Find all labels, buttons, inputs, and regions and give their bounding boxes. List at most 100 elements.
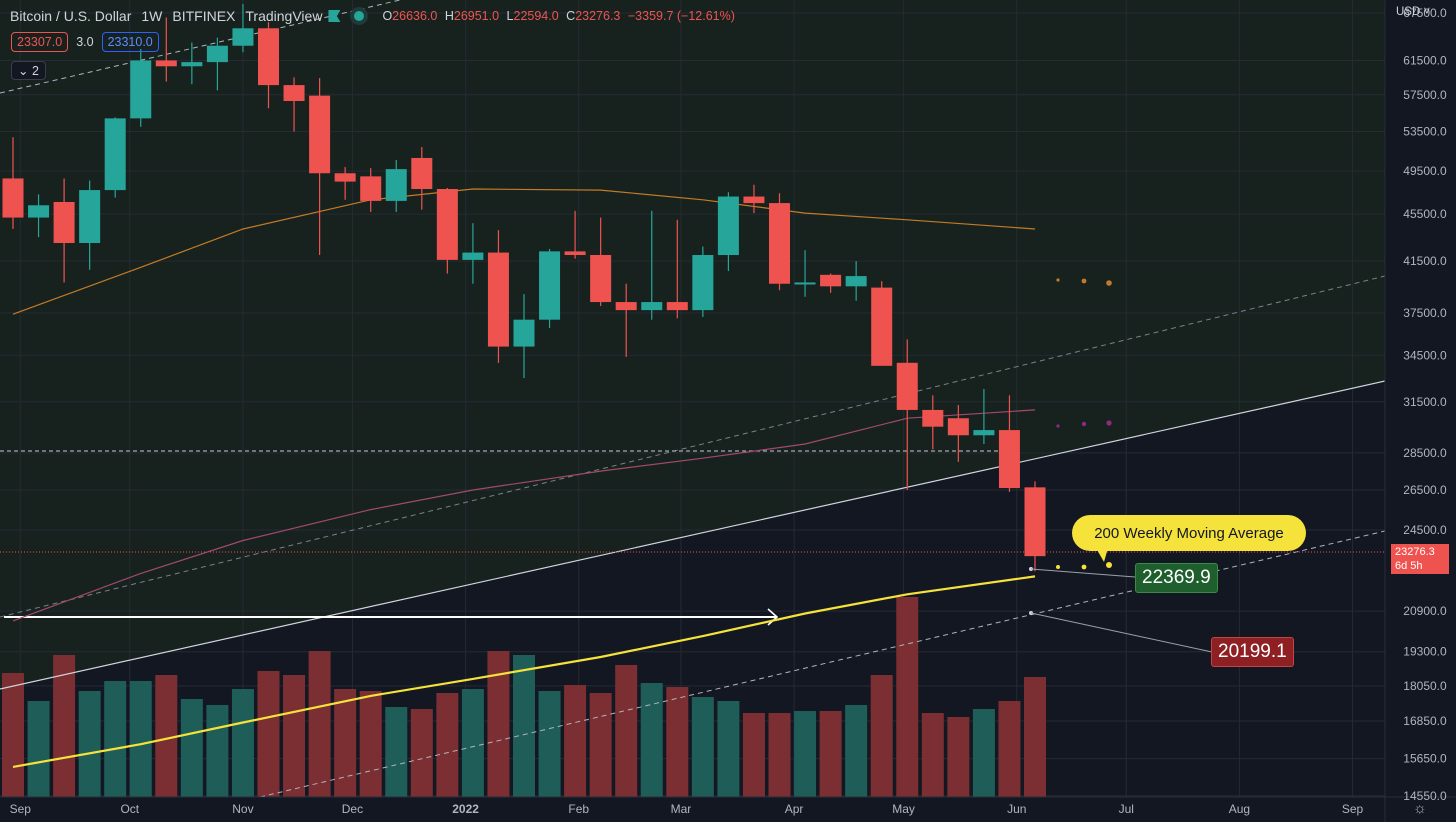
moving-averages[interactable] bbox=[12, 188, 1036, 768]
price-tick-label: 20900.0 bbox=[1403, 604, 1447, 618]
low-value: 22594.0 bbox=[513, 9, 559, 23]
time-tick-label: Dec bbox=[342, 802, 363, 816]
open-value: 26636.0 bbox=[392, 9, 438, 23]
price-tick-label: 16850.0 bbox=[1403, 714, 1447, 728]
volume-bar bbox=[538, 691, 561, 797]
flag-icon[interactable] bbox=[328, 10, 341, 22]
candle-body[interactable] bbox=[309, 95, 331, 174]
candle-body[interactable] bbox=[487, 252, 509, 347]
quote-row: 23307.0 3.0 23310.0 bbox=[11, 32, 159, 52]
volume-bar bbox=[104, 681, 127, 797]
support-value-tag[interactable]: 20199.1 bbox=[1211, 637, 1294, 667]
ma-projection-dots bbox=[1056, 278, 1112, 570]
time-tick-label: Apr bbox=[785, 802, 804, 816]
current-price-value: 23276.3 bbox=[1395, 546, 1435, 558]
price-axis[interactable]: 72500.067500.061500.057500.053500.049500… bbox=[1403, 0, 1447, 822]
candle-body[interactable] bbox=[845, 276, 867, 287]
volume-bar bbox=[870, 675, 893, 797]
chevron-down-icon: ⌄ bbox=[18, 64, 29, 78]
candle-body[interactable] bbox=[871, 287, 893, 366]
price-tick-label: 19300.0 bbox=[1403, 645, 1447, 659]
chevron-down-icon: ˅ bbox=[1423, 6, 1431, 18]
market-status-icon[interactable] bbox=[354, 11, 365, 21]
candle-body[interactable] bbox=[769, 203, 790, 284]
volume-bar bbox=[845, 705, 868, 797]
volume-bar bbox=[231, 689, 254, 797]
buy-button[interactable]: 23310.0 bbox=[101, 32, 159, 52]
close-value: 23276.3 bbox=[575, 9, 621, 23]
candle-body[interactable] bbox=[564, 251, 586, 256]
candle-body[interactable] bbox=[206, 45, 228, 63]
volume-bar bbox=[896, 597, 919, 797]
candle-body[interactable] bbox=[462, 252, 484, 260]
candle-body[interactable] bbox=[666, 302, 688, 311]
candle-body[interactable] bbox=[743, 196, 765, 204]
candle-body[interactable] bbox=[79, 190, 101, 244]
volume-bar bbox=[487, 651, 510, 797]
candle-body[interactable] bbox=[411, 157, 433, 190]
candle-body[interactable] bbox=[820, 274, 842, 287]
sell-button[interactable]: 23307.0 bbox=[11, 32, 69, 52]
trend-lines[interactable] bbox=[0, 0, 1385, 797]
volume-bar bbox=[947, 717, 970, 797]
candle-body[interactable] bbox=[615, 302, 637, 311]
candle-body[interactable] bbox=[896, 362, 918, 410]
time-tick-label: Nov bbox=[232, 802, 253, 816]
ma-callout[interactable]: 200 Weekly Moving Average bbox=[1072, 515, 1306, 551]
candle-body[interactable] bbox=[53, 201, 75, 244]
candle-body[interactable] bbox=[104, 118, 126, 191]
volume-bar bbox=[180, 699, 203, 797]
ma50-line[interactable] bbox=[12, 188, 1036, 315]
price-tick-label: 34500.0 bbox=[1403, 348, 1447, 362]
symbol-title[interactable]: Bitcoin / U.S. Dollar bbox=[10, 8, 132, 24]
candle-body[interactable] bbox=[692, 255, 714, 311]
candle-body[interactable] bbox=[28, 205, 50, 218]
ma100-line[interactable] bbox=[12, 409, 1036, 622]
candle-body[interactable] bbox=[283, 85, 305, 102]
indicators-toggle-button[interactable]: ⌄ 2 bbox=[11, 61, 46, 80]
volume-bar bbox=[129, 681, 152, 797]
volume-bar bbox=[564, 685, 587, 797]
price-tick-label: 31500.0 bbox=[1403, 395, 1447, 409]
candle-body[interactable] bbox=[1024, 487, 1046, 557]
time-axis[interactable]: Sep Oct Nov Dec 2022 Feb Mar Apr May Jun Jul Aug Sep bbox=[10, 802, 1364, 816]
volume-bar bbox=[768, 713, 791, 797]
interval-label[interactable]: 1W bbox=[141, 8, 163, 24]
candle-body[interactable] bbox=[130, 60, 152, 119]
low-label: L bbox=[506, 9, 514, 23]
volume-bar bbox=[972, 709, 995, 797]
candle-body[interactable] bbox=[258, 28, 279, 86]
high-value: 26951.0 bbox=[453, 9, 500, 23]
candle-body[interactable] bbox=[590, 255, 612, 303]
candle-body[interactable] bbox=[385, 169, 407, 201]
candle-body[interactable] bbox=[155, 60, 177, 67]
ma200-line[interactable] bbox=[12, 575, 1036, 768]
candle-body[interactable] bbox=[717, 196, 739, 256]
candle-body[interactable] bbox=[334, 173, 356, 182]
support-trendline[interactable] bbox=[0, 380, 1385, 690]
candle-body[interactable] bbox=[436, 189, 458, 260]
candle-body[interactable] bbox=[232, 28, 254, 46]
candle-body[interactable] bbox=[2, 178, 24, 218]
candle-body[interactable] bbox=[539, 251, 561, 320]
candle-body[interactable] bbox=[641, 302, 663, 311]
candle-body[interactable] bbox=[947, 418, 969, 436]
candle-body[interactable] bbox=[794, 282, 816, 285]
candle-body[interactable] bbox=[360, 176, 382, 201]
candle-body[interactable] bbox=[973, 430, 995, 436]
mid-dashed-channel-line[interactable] bbox=[0, 275, 1385, 618]
candlesticks[interactable] bbox=[2, 3, 1046, 572]
candle-body[interactable] bbox=[922, 409, 944, 427]
ma-value-tag[interactable]: 22369.9 bbox=[1135, 563, 1218, 593]
price-tick-label: 67500.0 bbox=[1403, 6, 1447, 20]
currency-selector[interactable]: USD ˅ bbox=[1396, 6, 1430, 18]
bar-countdown: 6d 5h bbox=[1395, 560, 1423, 572]
candle-body[interactable] bbox=[998, 430, 1020, 489]
price-tick-label: 28500.0 bbox=[1403, 446, 1447, 460]
volume-bar bbox=[436, 693, 459, 797]
settings-gear-icon[interactable]: ☼ bbox=[1413, 800, 1427, 817]
current-price-label: 23276.3 6d 5h bbox=[1391, 544, 1449, 574]
candle-body[interactable] bbox=[181, 62, 203, 67]
candle-body[interactable] bbox=[513, 319, 535, 347]
